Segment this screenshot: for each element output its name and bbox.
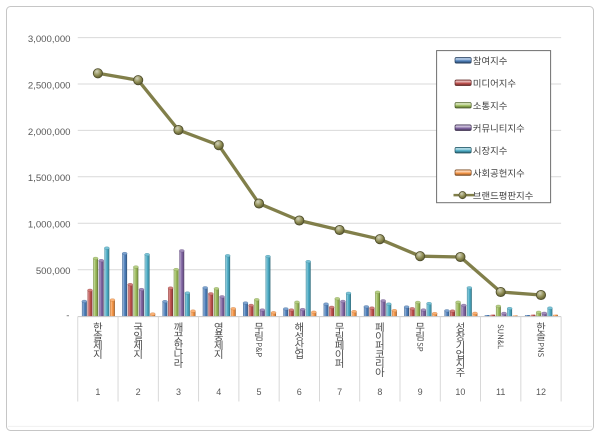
svg-text:3,000,000: 3,000,000 (28, 34, 71, 45)
svg-text:1,000,000: 1,000,000 (28, 220, 71, 231)
svg-text:12: 12 (536, 387, 546, 397)
svg-text:4: 4 (216, 387, 221, 397)
svg-text:7: 7 (337, 387, 342, 397)
svg-text:2,500,000: 2,500,000 (28, 80, 71, 91)
svg-text:3: 3 (176, 387, 181, 397)
svg-text:2: 2 (136, 387, 141, 397)
svg-text:-: - (66, 311, 69, 322)
svg-text:2,000,000: 2,000,000 (28, 127, 71, 138)
svg-text:500,000: 500,000 (36, 266, 71, 277)
svg-text:1: 1 (95, 387, 100, 397)
svg-text:10: 10 (455, 387, 465, 397)
svg-text:11: 11 (496, 387, 505, 397)
svg-text:9: 9 (418, 387, 423, 397)
svg-text:5: 5 (257, 387, 262, 397)
svg-text:1,500,000: 1,500,000 (28, 173, 71, 184)
svg-text:6: 6 (297, 387, 302, 397)
svg-text:8: 8 (377, 387, 382, 397)
